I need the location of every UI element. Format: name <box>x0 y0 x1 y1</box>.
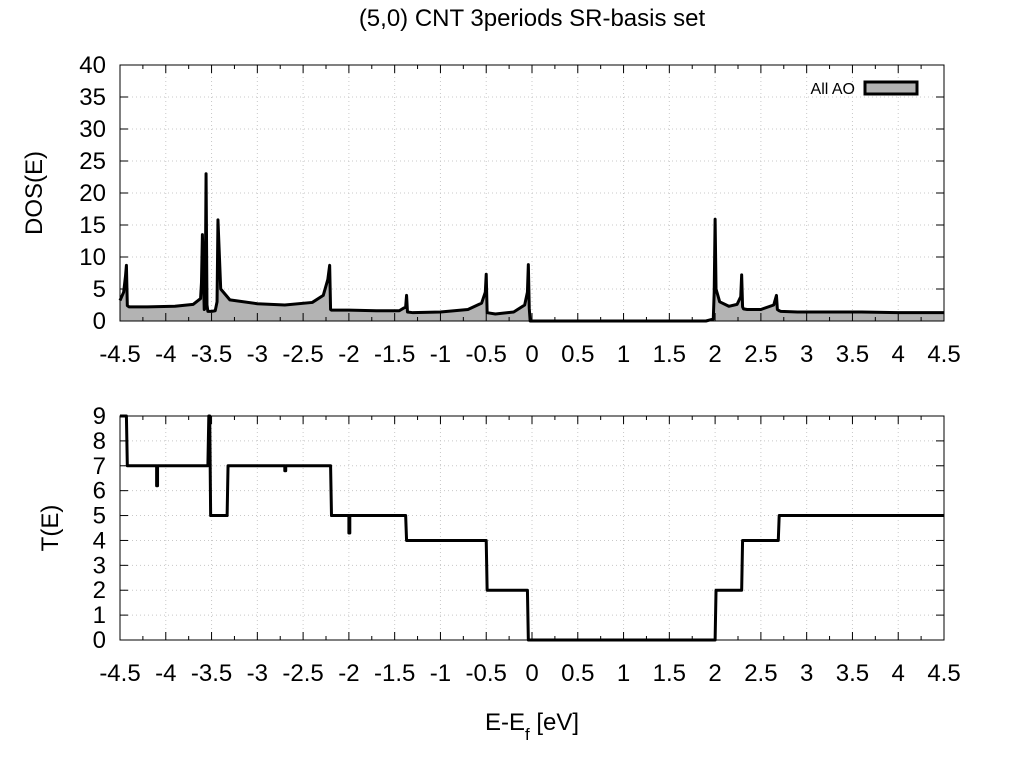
legend-label: All AO <box>811 81 855 98</box>
x-tick-label: 1.5 <box>653 660 686 687</box>
x-tick-label: -2.5 <box>282 660 323 687</box>
x-tick-label: 0 <box>525 660 538 687</box>
x-tick-label: 3 <box>800 660 813 687</box>
x-tick-label: 1 <box>617 341 630 368</box>
y-tick-label: 20 <box>79 180 106 207</box>
x-tick-label: -1 <box>430 660 451 687</box>
dos-ylabel: DOS(E) <box>21 151 48 235</box>
x-tick-label: 0 <box>525 341 538 368</box>
y-tick-label: 2 <box>93 577 106 604</box>
x-tick-label: -3.5 <box>191 660 232 687</box>
y-tick-label: 5 <box>93 276 106 303</box>
y-tick-label: 4 <box>93 527 106 554</box>
y-tick-label: 6 <box>93 478 106 505</box>
y-tick-label: 3 <box>93 552 106 579</box>
x-tick-label: 2.5 <box>744 660 777 687</box>
x-tick-label: -1.5 <box>374 341 415 368</box>
x-tick-label: -1 <box>430 341 451 368</box>
trans-ylabel: T(E) <box>37 505 64 552</box>
x-tick-label: -0.5 <box>466 660 507 687</box>
x-tick-label: 2 <box>708 341 721 368</box>
x-tick-label: 4 <box>892 660 905 687</box>
x-tick-label: -0.5 <box>466 341 507 368</box>
x-tick-label: 4 <box>892 341 905 368</box>
x-tick-label: -3 <box>247 660 268 687</box>
y-tick-label: 0 <box>93 308 106 335</box>
y-tick-label: 1 <box>93 602 106 629</box>
y-tick-label: 15 <box>79 212 106 239</box>
x-tick-label: -2 <box>338 660 359 687</box>
x-tick-label: -3 <box>247 341 268 368</box>
x-tick-label: -1.5 <box>374 660 415 687</box>
x-tick-label: 3.5 <box>836 341 869 368</box>
y-tick-label: 10 <box>79 244 106 271</box>
y-tick-label: 0 <box>93 627 106 654</box>
y-tick-label: 9 <box>93 403 106 430</box>
y-tick-label: 40 <box>79 52 106 79</box>
x-tick-label: -2 <box>338 341 359 368</box>
x-axis-label: E-Ef [eV] <box>485 709 579 744</box>
trans-panel: -4.5 -4 -3.5 -3 -2.5 -2 -1.5 -1 -0.5 0 0.5 1 1.5 2 2.5… <box>37 403 961 744</box>
x-tick-label: 0.5 <box>561 660 594 687</box>
x-tick-label: -4 <box>155 660 176 687</box>
x-tick-label: -4.5 <box>99 660 140 687</box>
x-tick-label: 3.5 <box>836 660 869 687</box>
x-tick-label: 1 <box>617 660 630 687</box>
y-tick-label: 35 <box>79 84 106 111</box>
x-tick-label: 3 <box>800 341 813 368</box>
legend-swatch <box>863 80 919 96</box>
dos-panel: -4.5 -4 -3.5 -3 -2.5 -2 -1.5 -1 -0.5 0 0.5 1 1.5 2 2.5… <box>21 52 961 368</box>
trans-series-line <box>120 414 944 642</box>
chart-title: (5,0) CNT 3periods SR-basis set <box>359 5 706 32</box>
dos-area-fill <box>120 173 944 321</box>
x-tick-label: 0.5 <box>561 341 594 368</box>
x-tick-label: -2.5 <box>282 341 323 368</box>
x-tick-label: 1.5 <box>653 341 686 368</box>
dos-series-line <box>118 172 944 323</box>
y-tick-label: 8 <box>93 428 106 455</box>
y-tick-label: 7 <box>93 453 106 480</box>
x-tick-label: 4.5 <box>927 660 960 687</box>
x-tick-label: 2.5 <box>744 341 777 368</box>
x-tick-label: -3.5 <box>191 341 232 368</box>
x-tick-label: 2 <box>708 660 721 687</box>
x-tick-label: 4.5 <box>927 341 960 368</box>
y-tick-label: 5 <box>93 503 106 530</box>
y-tick-label: 30 <box>79 116 106 143</box>
y-tick-label: 25 <box>79 148 106 175</box>
x-tick-label: -4 <box>155 341 176 368</box>
x-tick-label: -4.5 <box>99 341 140 368</box>
